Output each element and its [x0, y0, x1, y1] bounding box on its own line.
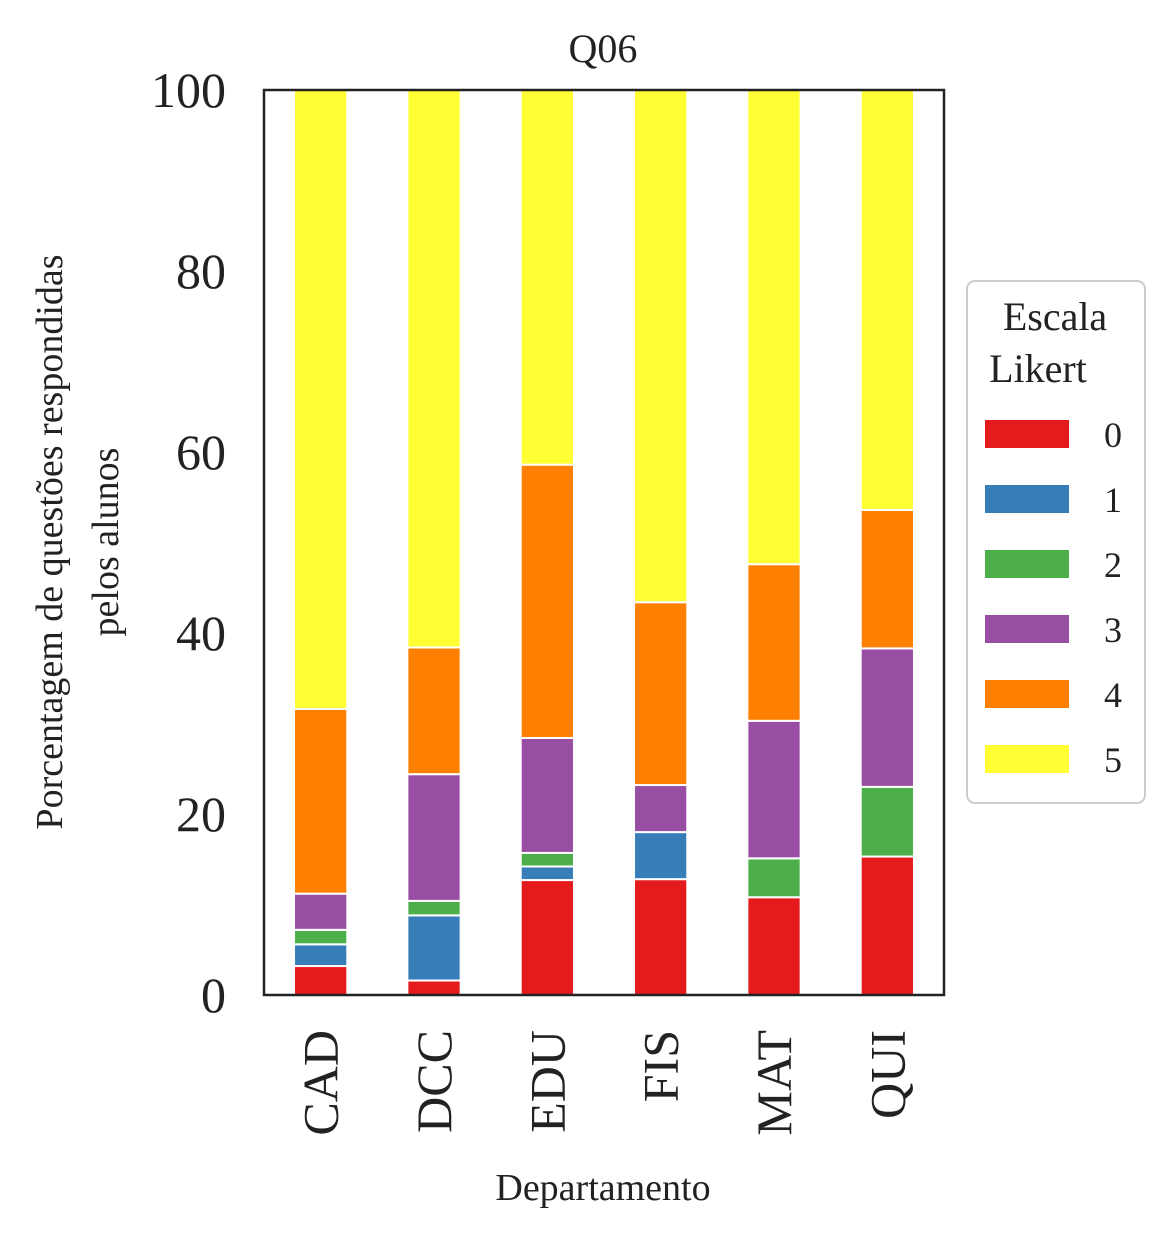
- bar-segment-fis-4: [633, 601, 689, 787]
- bar-segment-cad-3: [293, 892, 349, 931]
- y-tick-label-80: 80: [176, 243, 226, 299]
- chart-title: Q06: [569, 26, 638, 71]
- y-axis-label-line-2: pelos alunos: [85, 448, 127, 637]
- bar-segment-dcc-0: [406, 979, 462, 997]
- bar-segment-qui-0: [859, 855, 915, 996]
- bars-group: [293, 89, 915, 997]
- legend-frame: [966, 280, 1146, 804]
- bar-segment-mat-3: [746, 719, 802, 860]
- legend-label-3: 3: [1104, 610, 1122, 650]
- bar-segment-cad-1: [293, 943, 349, 968]
- bar-segment-qui-2: [859, 785, 915, 858]
- bar-segment-mat-5: [746, 89, 802, 566]
- bar-segment-dcc-5: [406, 89, 462, 649]
- legend-label-0: 0: [1104, 415, 1122, 455]
- x-tick-label-cad: CAD: [293, 1030, 349, 1136]
- bar-segment-edu-2: [519, 851, 575, 868]
- bar-segment-edu-4: [519, 463, 575, 739]
- legend-swatch-2: [985, 550, 1069, 578]
- plot-area-frame: [262, 88, 946, 997]
- bar-segment-mat-2: [746, 857, 802, 899]
- legend-title-line-1: Escala: [1003, 294, 1108, 339]
- legend-label-2: 2: [1104, 545, 1122, 585]
- bar-segment-fis-5: [633, 89, 689, 604]
- bar-segment-cad-0: [293, 965, 349, 996]
- bar-segment-cad-5: [293, 89, 349, 711]
- legend-swatch-1: [985, 485, 1069, 513]
- bar-segment-fis-3: [633, 784, 689, 834]
- bar-segment-dcc-4: [406, 646, 462, 776]
- y-axis-ticks: 0 20 40 60 80 100: [151, 62, 226, 1023]
- x-tick-label-edu: EDU: [519, 1030, 575, 1133]
- bar-segment-edu-1: [519, 865, 575, 882]
- x-axis-label: Departamento: [495, 1167, 710, 1209]
- legend-swatch-4: [985, 680, 1069, 708]
- legend-items: 0 1 2 3 4 5: [985, 415, 1122, 780]
- legend-swatch-5: [985, 745, 1069, 773]
- legend-title-line-2: Likert: [989, 346, 1087, 391]
- legend-swatch-3: [985, 615, 1069, 643]
- y-tick-label-100: 100: [151, 62, 226, 118]
- bar-segment-cad-2: [293, 928, 349, 946]
- bar-segment-edu-3: [519, 736, 575, 854]
- legend-label-5: 5: [1104, 740, 1122, 780]
- legend-swatch-0: [985, 420, 1069, 448]
- bar-segment-edu-0: [519, 879, 575, 996]
- y-axis-label-line-1: Porcentagem de questões respondidas: [29, 254, 71, 829]
- bar-segment-fis-1: [633, 831, 689, 881]
- bar-segment-mat-4: [746, 563, 802, 722]
- legend-label-4: 4: [1104, 675, 1122, 715]
- legend: Escala Likert 0 1 2 3 4 5: [966, 280, 1146, 804]
- bar-segment-mat-0: [746, 896, 802, 997]
- x-axis-ticks: CAD DCC EDU FIS MAT QUI: [293, 1030, 916, 1136]
- bar-segment-fis-0: [633, 878, 689, 996]
- y-tick-label-40: 40: [176, 605, 226, 661]
- x-tick-label-dcc: DCC: [406, 1030, 462, 1133]
- bar-segment-dcc-1: [406, 914, 462, 982]
- bar-segment-qui-5: [859, 89, 915, 511]
- legend-label-1: 1: [1104, 480, 1122, 520]
- x-tick-label-fis: FIS: [633, 1030, 689, 1102]
- x-tick-label-mat: MAT: [746, 1030, 802, 1136]
- bar-segment-qui-4: [859, 508, 915, 650]
- bar-segment-dcc-2: [406, 899, 462, 917]
- y-tick-label-0: 0: [201, 967, 226, 1023]
- y-tick-label-20: 20: [176, 786, 226, 842]
- bar-segment-cad-4: [293, 708, 349, 895]
- bar-segment-dcc-3: [406, 773, 462, 902]
- x-tick-label-qui: QUI: [859, 1030, 915, 1119]
- y-tick-label-60: 60: [176, 424, 226, 480]
- bar-segment-qui-3: [859, 647, 915, 788]
- bar-segment-edu-5: [519, 89, 575, 466]
- y-axis-label: Porcentagem de questões respondidas pelo…: [29, 254, 127, 829]
